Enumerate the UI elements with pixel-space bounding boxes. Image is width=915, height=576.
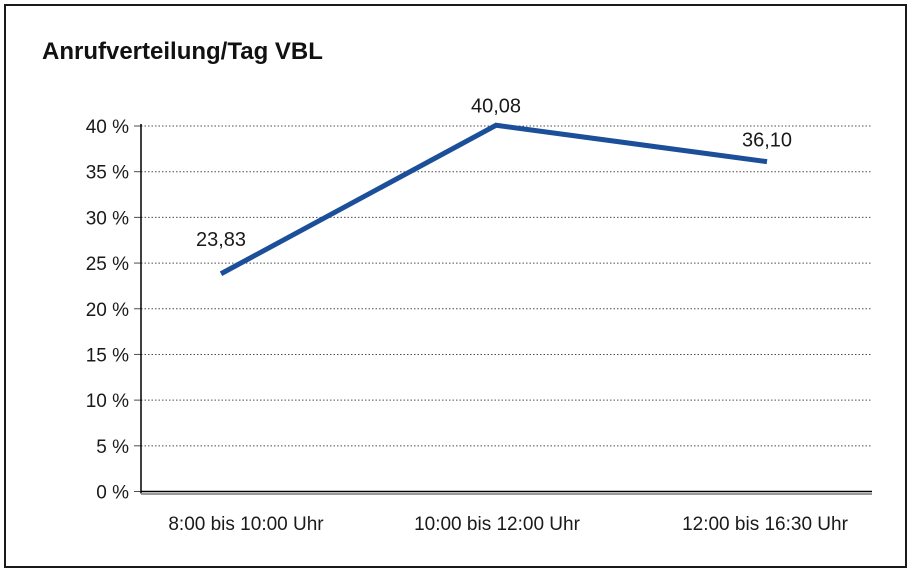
y-tick-label: 20 %	[86, 300, 129, 321]
series-line	[219, 122, 768, 276]
line-chart-canvas: 0 % 5 % 10 % 15 % 20 % 25 % 30 % 35 % 40 % 23,83 4…	[86, 95, 872, 535]
x-tick-label: 12:00 bis 16:30 Uhr	[682, 514, 849, 535]
y-tick-label: 10 %	[86, 391, 129, 412]
y-tick-label: 35 %	[86, 163, 129, 184]
y-tick-label: 15 %	[86, 345, 129, 366]
chart-frame: Anrufverteilung/Tag VBL 0 % 5 % 10 % 15 % 20…	[4, 4, 907, 568]
y-tick-label: 40 %	[86, 117, 129, 138]
data-label: 23,83	[196, 229, 246, 251]
chart-title: Anrufverteilung/Tag VBL	[42, 38, 323, 65]
x-tick-label: 10:00 bis 12:00 Uhr	[414, 514, 581, 535]
y-tick-label: 25 %	[86, 254, 129, 275]
data-label: 36,10	[742, 130, 792, 152]
x-tick-label: 8:00 bis 10:00 Uhr	[168, 514, 324, 535]
y-tick-label: 0 %	[96, 483, 129, 504]
data-label: 40,08	[471, 95, 521, 117]
y-tick-label: 5 %	[96, 437, 129, 458]
y-tick-label: 30 %	[86, 208, 129, 229]
